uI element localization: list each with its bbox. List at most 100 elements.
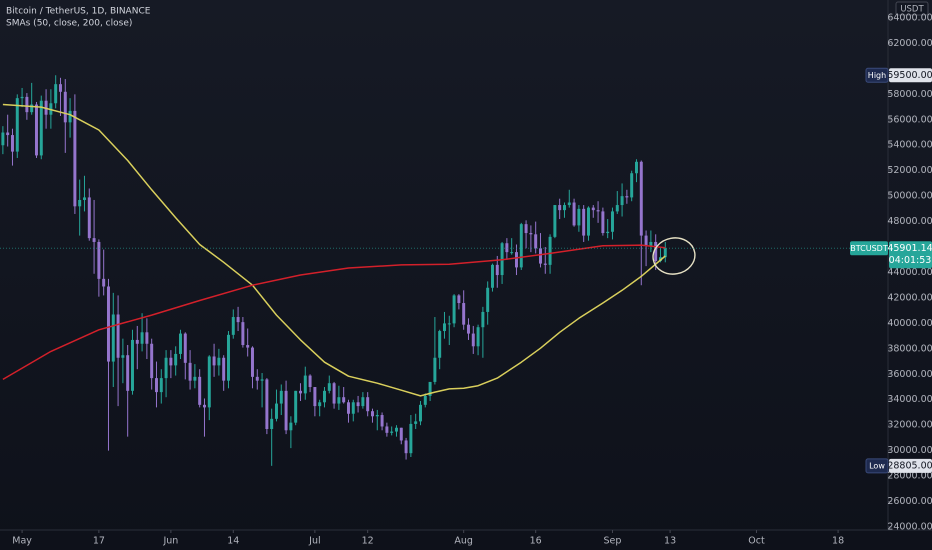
candle-body bbox=[591, 207, 595, 211]
candle-body bbox=[73, 110, 77, 207]
y-tick-label: 30000.00 bbox=[887, 445, 932, 456]
y-tick-label: 52000.00 bbox=[887, 165, 932, 176]
candle-body bbox=[303, 375, 307, 394]
y-tick-label: 58000.00 bbox=[887, 89, 932, 100]
low-title-box bbox=[865, 458, 889, 474]
candle-body bbox=[188, 362, 192, 381]
candle-body bbox=[567, 202, 571, 206]
candle-body bbox=[274, 403, 278, 419]
x-tick-label: Jul bbox=[308, 536, 320, 547]
candle-body bbox=[313, 387, 317, 407]
candle-body bbox=[241, 322, 245, 346]
candle-body bbox=[414, 421, 418, 424]
candle-body bbox=[370, 411, 374, 417]
candle-body bbox=[490, 264, 494, 288]
candle-body bbox=[322, 390, 326, 403]
candle-body bbox=[418, 404, 422, 422]
candle-body bbox=[423, 395, 427, 405]
candle-body bbox=[615, 205, 619, 212]
y-tick-label: 40000.00 bbox=[887, 318, 932, 329]
candle-body bbox=[562, 205, 566, 211]
candle-body bbox=[289, 422, 293, 431]
candle-body bbox=[183, 333, 187, 363]
candle-body bbox=[471, 333, 475, 347]
candle-body bbox=[519, 224, 523, 268]
y-tick-label: 24000.00 bbox=[887, 521, 932, 532]
candle-body bbox=[202, 404, 206, 408]
candle-body bbox=[116, 314, 120, 358]
candle-body bbox=[82, 197, 86, 200]
candle-body bbox=[217, 357, 221, 366]
candle-body bbox=[332, 383, 336, 404]
x-tick-label: Oct bbox=[748, 536, 765, 547]
candle-body bbox=[524, 224, 528, 234]
candle-body bbox=[270, 418, 274, 430]
candle-body bbox=[164, 357, 168, 379]
candle-body bbox=[284, 390, 288, 431]
candle-body bbox=[495, 264, 499, 276]
last-price-symbol-box bbox=[850, 241, 888, 256]
high-title-box bbox=[865, 67, 889, 83]
high-value-box bbox=[889, 68, 932, 83]
plot bbox=[1, 75, 667, 466]
candle-body bbox=[466, 324, 470, 334]
x-tick-label: May bbox=[12, 536, 32, 547]
candle-body bbox=[222, 357, 226, 381]
candle-body bbox=[404, 440, 408, 454]
y-tick-label: 26000.00 bbox=[887, 496, 932, 507]
x-tick-label: 18 bbox=[832, 536, 844, 547]
candle-body bbox=[452, 295, 456, 324]
candle-body bbox=[140, 332, 144, 344]
indicator-legend: SMAs (50, close, 200, close) bbox=[6, 19, 132, 29]
candle-body bbox=[577, 208, 581, 226]
candle-body bbox=[558, 205, 562, 211]
x-tick-label: 16 bbox=[530, 536, 542, 547]
candle-body bbox=[606, 231, 610, 234]
x-tick-label: Aug bbox=[454, 536, 473, 547]
candle-body bbox=[433, 357, 437, 382]
candle-body bbox=[601, 211, 605, 234]
candle-body bbox=[438, 331, 442, 358]
candle-body bbox=[447, 323, 451, 325]
candle-body bbox=[279, 390, 283, 404]
candle-body bbox=[121, 355, 125, 358]
candle-body bbox=[390, 431, 394, 433]
candle-body bbox=[442, 323, 446, 332]
candle-body bbox=[380, 415, 384, 427]
candle-body bbox=[34, 104, 38, 156]
candle-body bbox=[106, 286, 110, 362]
candle-body bbox=[663, 248, 667, 258]
candle-body bbox=[625, 196, 629, 198]
candle-body bbox=[548, 236, 552, 265]
candle-body bbox=[428, 381, 432, 396]
candle-body bbox=[102, 278, 106, 287]
candle-body bbox=[596, 210, 600, 212]
currency-box bbox=[895, 1, 929, 16]
candle-body bbox=[327, 383, 331, 391]
candle-body bbox=[1, 132, 5, 146]
candle-body bbox=[250, 347, 254, 377]
candle-body bbox=[505, 243, 509, 253]
currency: USDT bbox=[900, 5, 924, 15]
candle-body bbox=[145, 332, 149, 344]
y-tick-label: 42000.00 bbox=[887, 292, 932, 303]
y-tick-label: 50000.00 bbox=[887, 191, 932, 202]
candle-body bbox=[150, 343, 154, 379]
candle-body bbox=[572, 202, 576, 226]
candle-body bbox=[582, 208, 586, 236]
candle-body bbox=[375, 415, 379, 417]
y-tick-label: 62000.00 bbox=[887, 38, 932, 49]
y-tick-label: 56000.00 bbox=[887, 114, 932, 125]
candle-body bbox=[610, 211, 614, 232]
candle-body bbox=[351, 402, 355, 414]
candle-body bbox=[154, 378, 158, 393]
x-tick-label: 14 bbox=[227, 536, 239, 547]
candle-body bbox=[135, 339, 139, 344]
candle-body bbox=[649, 241, 653, 246]
y-tick-label: 34000.00 bbox=[887, 394, 932, 405]
countdown: 04:01:53 bbox=[889, 255, 932, 266]
candle-body bbox=[159, 378, 163, 393]
candle-body bbox=[15, 98, 19, 152]
